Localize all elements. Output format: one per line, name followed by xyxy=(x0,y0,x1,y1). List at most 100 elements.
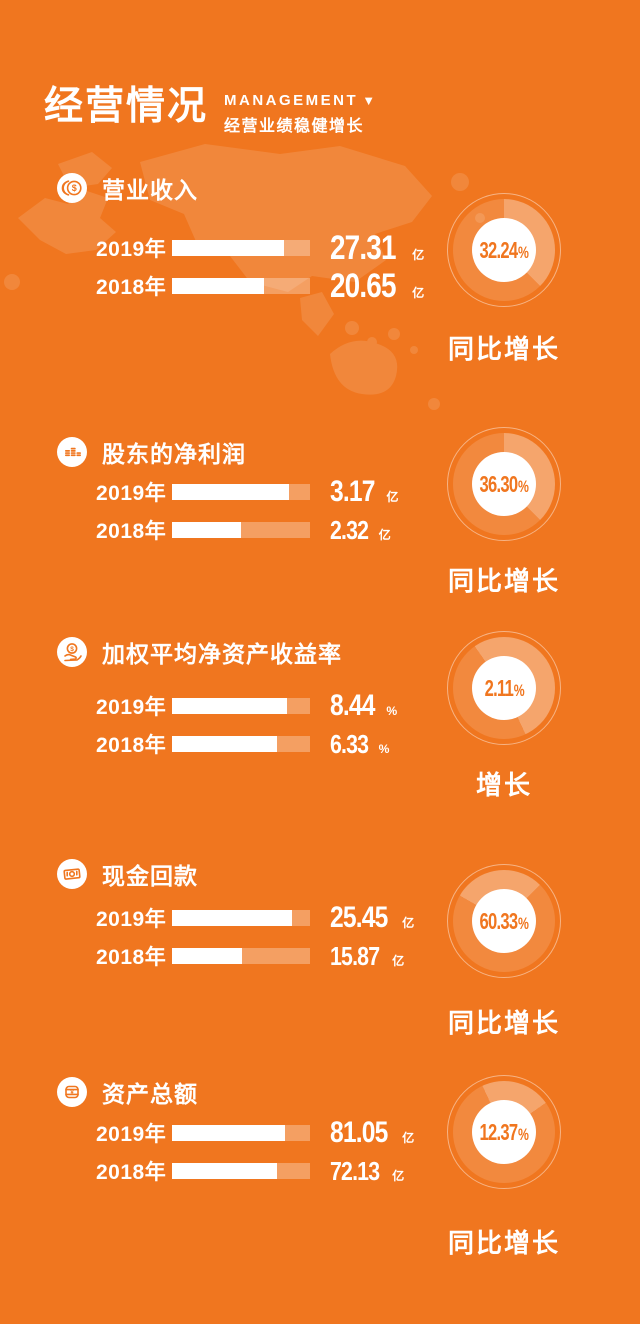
value-number: 2.32 xyxy=(330,515,369,545)
svg-text:¥: ¥ xyxy=(70,1089,74,1096)
donut-ring: 60.33% xyxy=(447,864,561,978)
donut-disc: 36.30% xyxy=(453,433,555,535)
value-number: 8.44 xyxy=(330,689,375,722)
value: 72.13 亿 xyxy=(330,1158,404,1184)
growth-label: 同比增长 xyxy=(447,1008,560,1038)
bar-track xyxy=(172,910,310,926)
banknote-icon xyxy=(57,859,87,889)
value-unit: % xyxy=(378,742,390,756)
donut-disc: 32.24% xyxy=(453,199,555,301)
value-unit: 亿 xyxy=(386,490,399,504)
year-label: 2018年 xyxy=(96,946,167,969)
year-label: 2018年 xyxy=(96,276,167,299)
metric-title: 营业收入 xyxy=(102,177,198,203)
bar-row-2019: 2019年 27.31 亿 xyxy=(96,231,424,265)
donut-disc: 60.33% xyxy=(453,870,555,972)
bar-track xyxy=(172,484,310,500)
bar-row-2018: 2018年 6.33% xyxy=(96,731,397,757)
section-header: $ 加权平均净资产收益率 xyxy=(0,637,460,667)
section-header: 股东的净利润 xyxy=(0,437,460,467)
value: 6.33% xyxy=(330,731,389,757)
donut-ring: 2.11% xyxy=(447,631,561,745)
value-unit: 亿 xyxy=(392,1169,405,1183)
bar-fill xyxy=(172,484,290,500)
value: 8.44% xyxy=(330,691,397,721)
value-unit: 亿 xyxy=(402,916,415,930)
growth-percent: 2.11% xyxy=(484,676,524,700)
value-unit: 亿 xyxy=(412,248,425,262)
growth-donut-roe: 2.11% 增长 xyxy=(447,631,561,802)
value-number: 27.31 xyxy=(330,229,396,267)
bar-fill xyxy=(172,1163,277,1179)
growth-unit: % xyxy=(518,242,529,262)
growth-label: 同比增长 xyxy=(447,1228,560,1258)
bar-fill xyxy=(172,910,293,926)
year-label: 2019年 xyxy=(96,696,167,719)
bar-track xyxy=(172,522,310,538)
bar-rows: 2019年 3.17 亿 2018年 2.32 亿 xyxy=(96,477,399,556)
donut-center: 32.24% xyxy=(472,218,536,282)
growth-unit: % xyxy=(518,913,529,933)
bar-fill xyxy=(172,522,241,538)
growth-value: 60.33 xyxy=(479,907,519,934)
donut-disc: 12.37% xyxy=(453,1081,555,1183)
bar-row-2019: 2019年 81.05 亿 xyxy=(96,1116,414,1149)
growth-value: 12.37 xyxy=(479,1118,519,1145)
bar-rows: 2019年 27.31 亿 2018年 20.65 亿 xyxy=(96,231,424,312)
year-label: 2019年 xyxy=(96,482,167,505)
coin-stacks-icon xyxy=(57,437,87,467)
bar-track xyxy=(172,948,310,964)
bar-rows: 2019年 8.44% 2018年 6.33% xyxy=(96,691,397,770)
metric-section-roe: $ 加权平均净资产收益率 2019年 8.44% 2018年 6.33% xyxy=(0,637,460,757)
growth-donut-net-profit: 36.30% 同比增长 xyxy=(447,427,561,598)
metric-title: 股东的净利润 xyxy=(102,441,246,467)
donut-ring: 12.37% xyxy=(447,1075,561,1189)
bar-fill xyxy=(172,1125,286,1141)
page-subtitle: MANAGEMENT ▼ 经营业绩稳健增长 xyxy=(224,92,375,136)
growth-unit: % xyxy=(513,680,524,700)
donut-ring: 36.30% xyxy=(447,427,561,541)
year-label: 2018年 xyxy=(96,734,167,757)
subtitle-english: MANAGEMENT ▼ xyxy=(224,92,375,109)
donut-center: 36.30% xyxy=(472,452,536,516)
value: 27.31 亿 xyxy=(330,231,424,265)
growth-percent: 36.30% xyxy=(479,470,529,497)
bar-fill xyxy=(172,278,265,294)
value: 20.65 亿 xyxy=(330,269,424,303)
svg-text:$: $ xyxy=(70,646,74,653)
donut-center: 60.33% xyxy=(472,889,536,953)
bar-track xyxy=(172,1125,310,1141)
svg-text:$: $ xyxy=(72,183,77,193)
value: 3.17 亿 xyxy=(330,477,399,507)
bar-track xyxy=(172,736,310,752)
bar-row-2018: 2018年 20.65 亿 xyxy=(96,269,424,303)
value-number: 81.05 xyxy=(330,1116,388,1149)
year-label: 2019年 xyxy=(96,238,167,261)
value-number: 25.45 xyxy=(330,901,388,934)
metric-title: 加权平均净资产收益率 xyxy=(102,641,342,667)
growth-donut-cash: 60.33% 同比增长 xyxy=(447,864,561,1040)
bar-track xyxy=(172,1163,310,1179)
growth-unit: % xyxy=(518,1124,529,1144)
growth-percent: 60.33% xyxy=(479,907,529,934)
growth-value: 32.24 xyxy=(479,236,519,263)
bar-row-2018: 2018年 72.13 亿 xyxy=(96,1158,414,1184)
metric-title: 资产总额 xyxy=(102,1081,198,1107)
coins-icon: $ xyxy=(57,173,87,203)
value-number: 72.13 xyxy=(330,1156,380,1186)
money-pot-icon: ¥ xyxy=(57,1077,87,1107)
section-header: 现金回款 xyxy=(0,859,460,889)
bar-row-2019: 2019年 3.17 亿 xyxy=(96,477,399,507)
bar-rows: 2019年 81.05 亿 2018年 72.13 亿 xyxy=(96,1116,414,1197)
bar-fill xyxy=(172,736,277,752)
growth-unit: % xyxy=(518,476,529,496)
value-number: 20.65 xyxy=(330,267,396,305)
donut-ring: 32.24% xyxy=(447,193,561,307)
bar-row-2018: 2018年 2.32 亿 xyxy=(96,515,399,545)
growth-label: 同比增长 xyxy=(447,334,560,364)
growth-value: 36.30 xyxy=(479,470,519,497)
growth-percent: 12.37% xyxy=(479,1118,529,1145)
value-number: 15.87 xyxy=(330,941,380,971)
section-header: $ 营业收入 xyxy=(0,173,460,203)
